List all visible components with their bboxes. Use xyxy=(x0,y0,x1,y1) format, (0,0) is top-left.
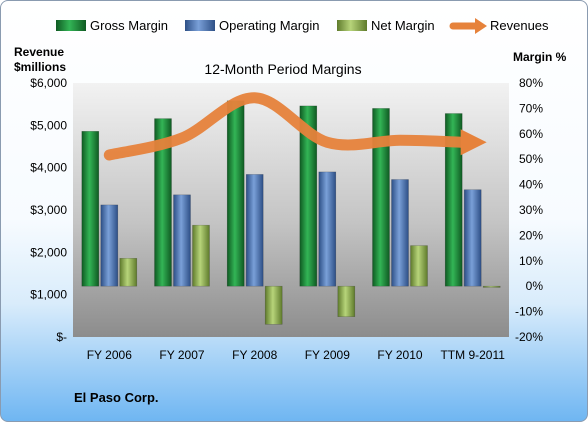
bar-net-margin-fy-2009 xyxy=(337,285,356,318)
legend-swatch-operating-margin xyxy=(185,20,215,31)
left-tick-label: $6,000 xyxy=(30,76,67,90)
bar-gross-margin-fy-2008 xyxy=(226,100,245,287)
bar-operating-margin-ttm-9-2011 xyxy=(463,189,482,287)
bar-net-margin-fy-2010 xyxy=(410,245,428,287)
bar-net-margin-fy-2007 xyxy=(192,224,210,287)
bar-gross-margin-ttm-9-2011 xyxy=(444,113,463,287)
right-tick-label: 40% xyxy=(519,178,543,192)
legend-arrowhead-revenues xyxy=(475,18,487,34)
right-tick-label: 20% xyxy=(519,228,543,242)
x-tick-label-fy-2009: FY 2009 xyxy=(305,348,350,362)
x-tick-label-fy-2007: FY 2007 xyxy=(159,348,204,362)
right-tick-label: 30% xyxy=(519,203,543,217)
x-tick-label-fy-2008: FY 2008 xyxy=(232,348,277,362)
left-tick-label: $- xyxy=(56,330,67,344)
right-tick-label: 70% xyxy=(519,101,543,115)
right-tick-label: 80% xyxy=(519,76,543,90)
left-tick-label: $2,000 xyxy=(30,245,67,259)
right-tick-label: 60% xyxy=(519,127,543,141)
plot-area xyxy=(73,83,509,337)
bar-gross-margin-fy-2009 xyxy=(299,105,318,287)
company-name: El Paso Corp. xyxy=(74,390,159,405)
bar-operating-margin-fy-2007 xyxy=(173,194,191,287)
right-axis-title: Margin % xyxy=(513,50,567,64)
left-tick-label: $5,000 xyxy=(30,118,67,132)
x-tick-label-fy-2010: FY 2010 xyxy=(377,348,422,362)
right-tick-label: -10% xyxy=(515,305,543,319)
right-tick-label: 50% xyxy=(519,152,543,166)
legend-label-operating-margin: Operating Margin xyxy=(219,18,319,33)
left-axis-title-line2: $millions xyxy=(14,60,66,74)
legend-label-net-margin: Net Margin xyxy=(371,18,435,33)
legend-item-gross-margin: Gross Margin xyxy=(56,18,168,33)
x-tick-label-fy-2006: FY 2006 xyxy=(87,348,132,362)
right-tick-label: 10% xyxy=(519,254,543,268)
legend-item-revenues: Revenues xyxy=(449,18,549,34)
line-revenues xyxy=(103,92,469,161)
bar-gross-margin-fy-2006 xyxy=(81,131,100,287)
bar-operating-margin-fy-2006 xyxy=(100,204,119,287)
right-tick-label: 0% xyxy=(526,279,544,293)
x-tick-label-ttm-9-2011: TTM 9-2011 xyxy=(440,348,505,362)
legend-swatch-gross-margin xyxy=(56,20,86,31)
left-tick-label: $3,000 xyxy=(30,203,67,217)
bar-net-margin-fy-2006 xyxy=(119,257,138,287)
legend-label-revenues: Revenues xyxy=(490,18,549,33)
bar-operating-margin-fy-2008 xyxy=(245,174,264,287)
left-tick-label: $4,000 xyxy=(30,161,67,175)
bar-gross-margin-fy-2010 xyxy=(372,108,390,287)
legend-label-gross-margin: Gross Margin xyxy=(90,18,168,33)
legend-item-net-margin: Net Margin xyxy=(337,18,435,33)
left-tick-label: $1,000 xyxy=(30,288,67,302)
bar-operating-margin-fy-2010 xyxy=(391,179,409,287)
left-axis-title-line1: Revenue xyxy=(14,45,64,59)
right-tick-label: -20% xyxy=(515,330,543,344)
legend: Gross Margin Operating Margin Net Margin… xyxy=(56,18,549,34)
chart-title: 12-Month Period Margins xyxy=(204,61,361,77)
bar-net-margin-ttm-9-2011 xyxy=(482,285,501,288)
bar-gross-margin-fy-2007 xyxy=(154,118,172,287)
legend-swatch-net-margin xyxy=(337,20,367,31)
bar-net-margin-fy-2008 xyxy=(264,285,283,325)
bar-operating-margin-fy-2009 xyxy=(318,171,337,287)
legend-item-operating-margin: Operating Margin xyxy=(185,18,319,33)
arrowhead-revenues xyxy=(460,129,487,156)
